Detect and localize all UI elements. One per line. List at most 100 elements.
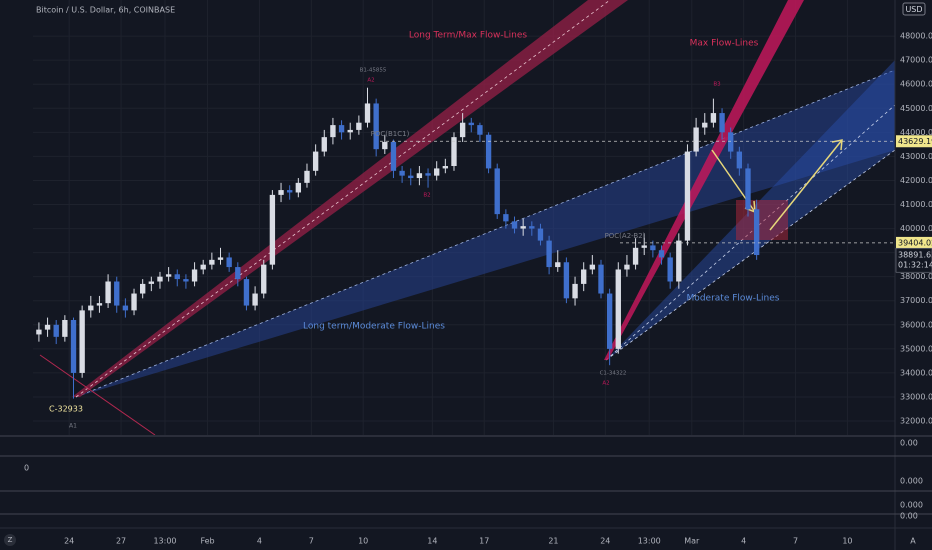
candle-body (615, 269, 621, 349)
y-tick-label: 43000.00 (900, 152, 932, 161)
y-tick-label: 35000.00 (900, 344, 932, 353)
candle-body (304, 170, 310, 183)
candle-body (598, 264, 604, 294)
last-price-tag (895, 247, 932, 273)
candle-body (745, 168, 751, 210)
candle-body (736, 151, 743, 169)
candle-body (114, 281, 120, 306)
candle-body (261, 264, 267, 294)
annotation: A1 (69, 423, 77, 430)
x-tick-label: 17 (479, 537, 489, 546)
candle-body (416, 173, 423, 179)
y-tick-label: 33000.00 (900, 392, 932, 401)
x-tick-label: Feb (200, 537, 214, 546)
price-tag (896, 236, 932, 249)
candle-body (425, 173, 431, 176)
annotation: C-32933 (49, 405, 83, 414)
candle-body (477, 125, 483, 135)
candle-body (702, 122, 708, 128)
x-tick-label: 24 (64, 537, 74, 546)
candle-body (632, 247, 639, 265)
candle-body (650, 245, 656, 251)
candle-body (62, 319, 68, 337)
x-tick-label: 7 (309, 537, 314, 546)
candle-body (434, 168, 440, 176)
candles (36, 87, 760, 399)
toolbar-label[interactable]: A (910, 537, 916, 546)
candle-body (140, 283, 146, 294)
candle-body (364, 103, 371, 123)
candle-body (390, 141, 397, 171)
candle-body (88, 305, 94, 311)
chart-title: Bitcoin / U.S. Dollar, 6h, COINBASE (36, 6, 175, 15)
x-tick-label: 7 (793, 537, 798, 546)
y-tick-label: 45000.00 (900, 104, 932, 113)
x-tick-label: 13:00 (638, 537, 661, 546)
currency[interactable]: USD (905, 5, 922, 14)
candle-body (728, 132, 734, 152)
last-price: 38891.63 (898, 251, 932, 260)
annotation: C1-34322 (600, 371, 627, 377)
candle-body (347, 129, 353, 133)
candle-body (44, 324, 51, 330)
price-tag (896, 135, 932, 148)
annotation: Moderate Flow-Lines (687, 294, 780, 304)
x-tick-label: 13:00 (153, 537, 176, 546)
candle-body (494, 168, 500, 215)
candle-body (157, 276, 163, 282)
y-tick-label: 32000.00 (900, 417, 932, 426)
candle-body (373, 103, 379, 150)
x-tick-label: 21 (548, 537, 558, 546)
annotation: B2 (423, 193, 430, 199)
price-tag-label: 43629.19 (898, 137, 932, 146)
y-tick-label: 40000.00 (900, 224, 932, 233)
candle-body (200, 264, 206, 270)
toolbar-label[interactable]: Z (8, 536, 13, 544)
candle-body (468, 122, 474, 126)
currency-box[interactable] (902, 2, 926, 16)
candle-body (693, 127, 699, 152)
candle-body (330, 125, 336, 138)
arrow (769, 139, 843, 231)
candle-body (122, 305, 129, 311)
candle-body (243, 279, 250, 306)
candle-body (105, 281, 111, 304)
x-tick-label: 4 (741, 537, 746, 546)
candle-body (572, 283, 578, 299)
candle-body (165, 274, 172, 277)
candle-body (269, 194, 276, 265)
indicator-tick-label: 0.00 (900, 512, 918, 521)
flow-line (75, 0, 611, 398)
candle-body (191, 269, 198, 282)
candle-body (676, 240, 682, 282)
flow-line (75, 69, 895, 398)
candle-body (581, 269, 587, 284)
x-tick-label: 14 (427, 537, 437, 546)
candle-body (667, 257, 673, 282)
candle-body (338, 125, 345, 133)
candle-body (399, 170, 405, 176)
annotation: A2 (602, 381, 609, 387)
y-tick-label: 46000.00 (900, 80, 932, 89)
indicator-tick-label: 0 (24, 464, 29, 473)
candle-body (226, 257, 232, 268)
annotation: B3 (713, 82, 721, 88)
max-band (604, 0, 804, 360)
x-tick-label: Mar (684, 537, 700, 546)
candle-body (53, 324, 59, 337)
candle-body (183, 279, 189, 282)
x-tick-label: 24 (600, 537, 610, 546)
candle-body (79, 310, 85, 373)
y-tick-label: 36000.00 (900, 320, 932, 329)
x-tick-label: 4 (257, 537, 262, 546)
candle-body (278, 190, 284, 195)
x-tick-label: 27 (116, 537, 126, 546)
long-max-band (72, 0, 628, 397)
candle-body (70, 319, 77, 373)
candle-body (753, 209, 760, 256)
toolbar-button[interactable] (4, 534, 16, 546)
price-tag-label: 39404.02 (898, 238, 932, 247)
y-tick-label: 48000.00 (900, 32, 932, 41)
